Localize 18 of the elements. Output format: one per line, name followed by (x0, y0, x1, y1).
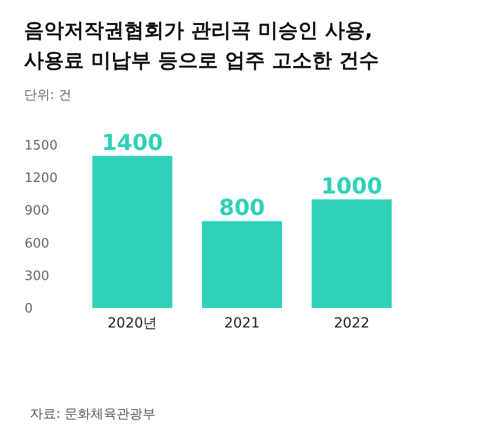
y-tick-label: 300 (24, 268, 50, 284)
y-tick-label: 900 (24, 204, 50, 219)
x-tick-label: 2020년 (108, 316, 158, 332)
x-tick-label: 2022 (334, 316, 370, 332)
chart-subtitle: 단위: 건 (24, 88, 72, 103)
bar (92, 156, 172, 308)
y-tick-label: 0 (24, 302, 33, 316)
bar (202, 221, 282, 308)
bar (312, 199, 392, 308)
y-tick-label: 1200 (24, 171, 58, 186)
y-tick-label: 600 (24, 236, 50, 252)
chart-title: 음악저작권협회가 관리곡 미승인 사용, 사용료 미납부 등으로 업주 고소한 건수 (24, 18, 379, 72)
data-label: 800 (219, 196, 265, 222)
x-tick-label: 2021 (224, 316, 260, 332)
data-label: 1400 (102, 130, 163, 156)
y-tick-label: 1500 (24, 138, 58, 154)
text: 자료: 문화체육관광부 (30, 406, 156, 423)
data-label: 1000 (321, 174, 382, 200)
